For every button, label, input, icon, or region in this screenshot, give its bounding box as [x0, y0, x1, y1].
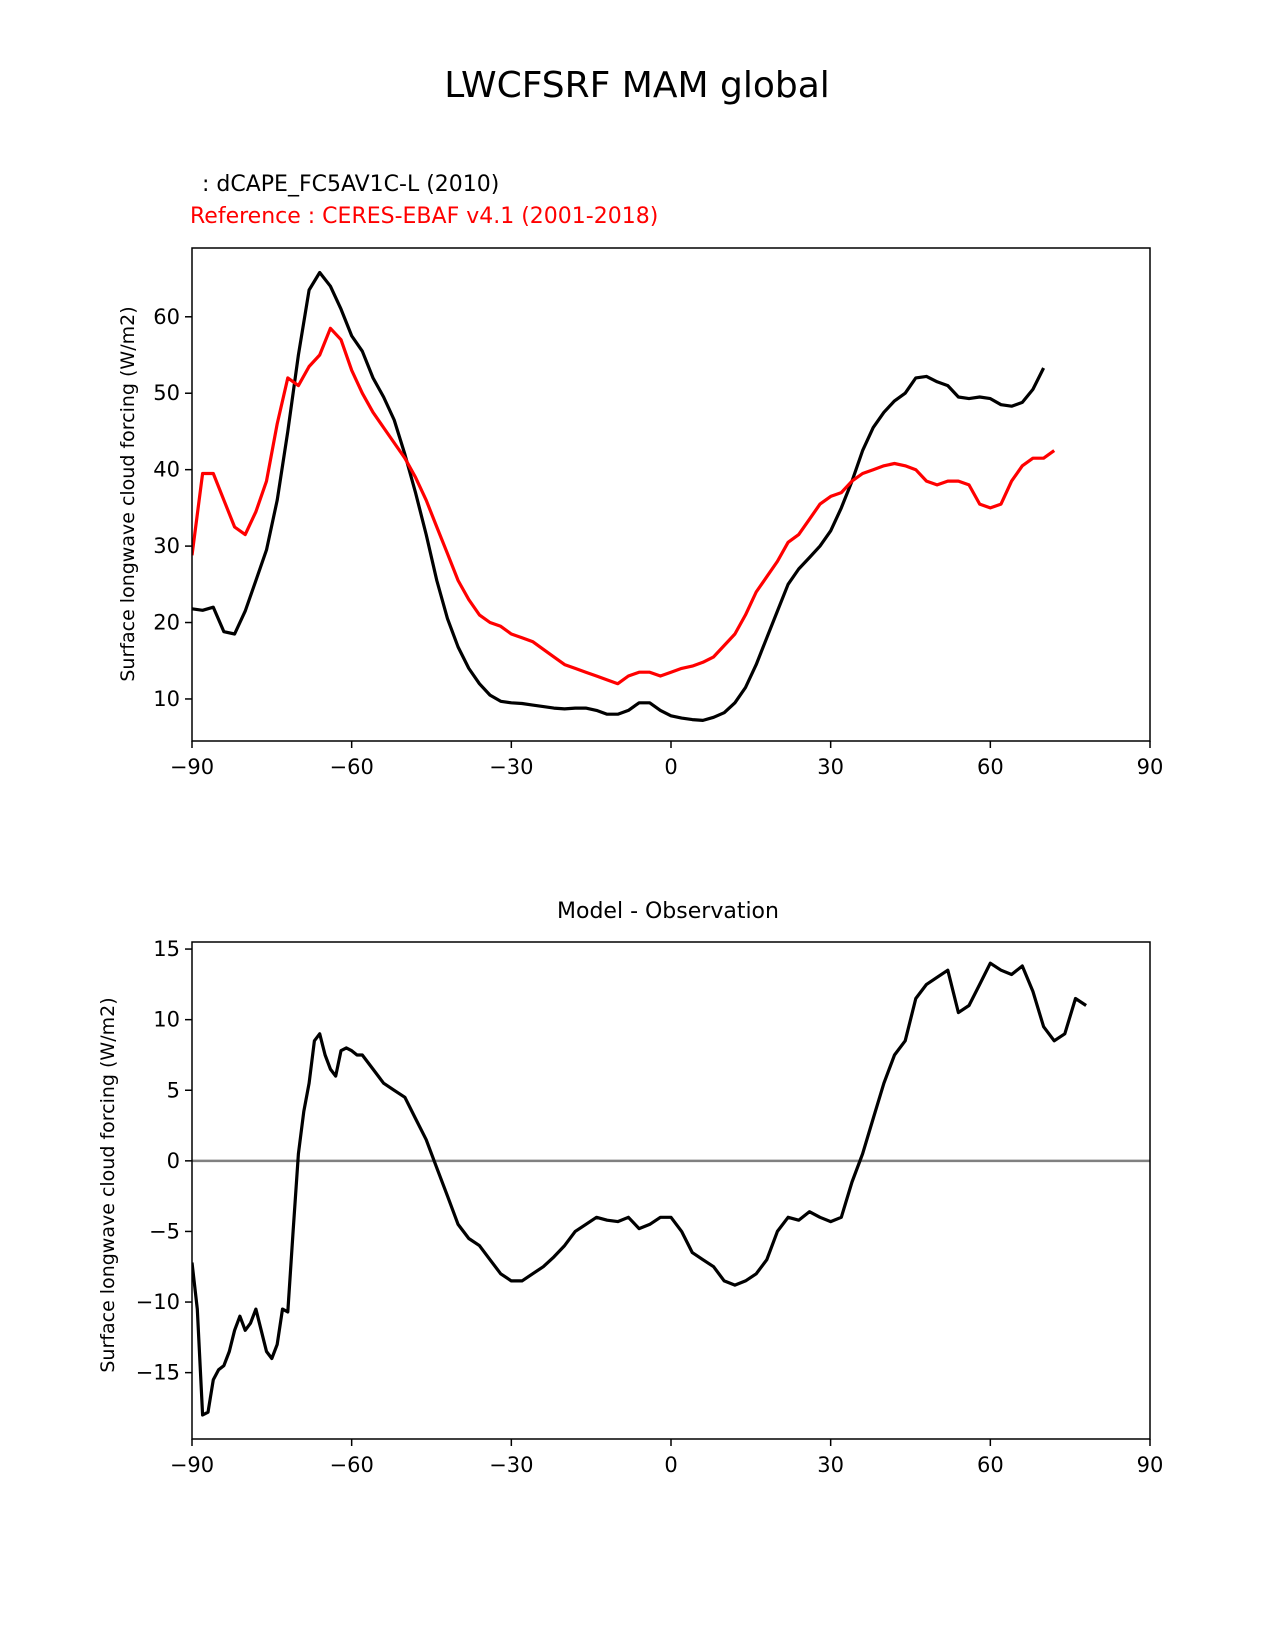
y-tick-label: 40: [153, 458, 180, 482]
y-tick-label: 5: [167, 1078, 180, 1102]
axes-frame: [191, 941, 1151, 1440]
top-plot-area: −90 −60 −30 0 30 60 90 10 20 30 40 50 60: [153, 247, 1164, 779]
x-tick-label: 60: [977, 755, 1004, 779]
y-tick-label: 0: [167, 1149, 180, 1173]
bottom-chart: Model - Observation Surface longwave clo…: [97, 899, 1163, 1477]
bottom-chart-title: Model - Observation: [557, 899, 779, 924]
y-tick-label: 60: [153, 305, 180, 329]
x-tick-label: −90: [170, 755, 214, 779]
model-series-line: [192, 270, 1046, 723]
x-tick-label: −60: [330, 1453, 374, 1477]
difference-series-line: [192, 961, 1087, 1417]
y-tick-label: −10: [136, 1290, 180, 1314]
x-tick-label: −30: [489, 1453, 533, 1477]
reference-label: Reference : CERES-EBAF v4.1 (2001-2018): [190, 204, 658, 229]
x-tick-label: −60: [330, 755, 374, 779]
figure-title: LWCFSRF MAM global: [444, 65, 830, 106]
bottom-y-axis-label: Surface longwave cloud forcing (W/m2): [97, 997, 119, 1372]
x-tick-label: −90: [170, 1453, 214, 1477]
x-tick-label: 0: [664, 755, 677, 779]
x-tick-label: −30: [489, 755, 533, 779]
test-case-label: : dCAPE_FC5AV1C-L (2010): [195, 172, 499, 197]
top-y-axis-label: Surface longwave cloud forcing (W/m2): [117, 306, 139, 681]
top-chart: : dCAPE_FC5AV1C-L (2010) Reference : CER…: [117, 172, 1163, 779]
y-tick-label: 30: [153, 534, 180, 558]
y-tick-label: 50: [153, 381, 180, 405]
x-tick-label: 30: [817, 1453, 844, 1477]
y-tick-label: 20: [153, 611, 180, 635]
bottom-plot-area: −90 −60 −30 0 30 60 90 −15 −10 −5 0 5 10 15: [136, 937, 1164, 1477]
x-tick-label: 0: [664, 1453, 677, 1477]
y-tick-label: 10: [153, 687, 180, 711]
x-tick-label: 90: [1137, 755, 1164, 779]
y-tick-label: 10: [153, 1008, 180, 1032]
x-tick-label: 60: [977, 1453, 1004, 1477]
y-tick-label: −15: [136, 1361, 180, 1385]
reference-series-line: [192, 326, 1056, 686]
x-tick-label: 90: [1137, 1453, 1164, 1477]
y-tick-label: −5: [149, 1219, 180, 1243]
y-tick-label: 15: [153, 937, 180, 961]
x-tick-label: 30: [817, 755, 844, 779]
